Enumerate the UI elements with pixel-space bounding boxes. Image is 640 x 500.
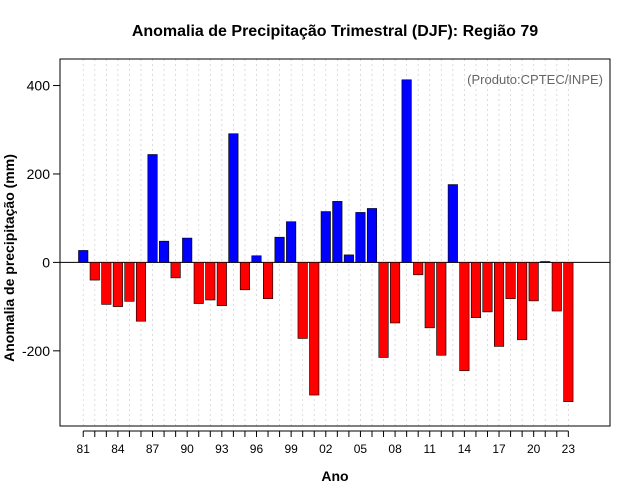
y-axis-label: Anomalia de precipitação (mm) bbox=[1, 154, 17, 362]
chart-title: Anomalia de Precipitação Trimestral (DJF… bbox=[132, 23, 538, 40]
bar-84 bbox=[112, 262, 123, 307]
bar-83 bbox=[101, 262, 112, 305]
bar-90 bbox=[182, 237, 193, 263]
bar-23 bbox=[563, 262, 574, 402]
bar-89 bbox=[170, 262, 181, 279]
x-tick-label: 23 bbox=[562, 442, 576, 456]
x-axis: 81 84 87 90 93 96 99 02 05 08 11 14 17 20 23 bbox=[77, 430, 576, 456]
x-tick-label: 87 bbox=[146, 442, 160, 456]
bar-81 bbox=[78, 250, 89, 263]
bar-15 bbox=[470, 262, 481, 318]
bar-12 bbox=[436, 262, 447, 356]
x-tick-label: 08 bbox=[388, 442, 402, 456]
bar-85 bbox=[124, 262, 135, 302]
bar-93 bbox=[216, 262, 227, 307]
bar-94 bbox=[228, 133, 239, 263]
bar-19 bbox=[517, 262, 528, 341]
bar-99 bbox=[286, 221, 297, 263]
x-tick-label: 90 bbox=[181, 442, 195, 456]
bar-02 bbox=[320, 211, 331, 263]
y-tick-label: 400 bbox=[27, 78, 51, 94]
bar-13 bbox=[447, 184, 458, 263]
x-tick-label: 11 bbox=[424, 442, 437, 456]
plot-frame bbox=[59, 58, 611, 427]
bar-00 bbox=[297, 262, 308, 339]
bar-86 bbox=[135, 262, 147, 322]
bar-03 bbox=[332, 201, 343, 263]
bar-14 bbox=[459, 262, 470, 372]
bar-06 bbox=[366, 208, 378, 263]
bar-21 bbox=[540, 261, 551, 263]
bar-01 bbox=[309, 262, 320, 396]
bar-95 bbox=[239, 262, 250, 291]
bar-04 bbox=[343, 254, 354, 263]
bar-87 bbox=[147, 154, 158, 263]
x-tick-label: 17 bbox=[492, 442, 506, 456]
credit-text: (Produto:CPTEC/INPE) bbox=[467, 72, 603, 87]
bar-09 bbox=[401, 79, 412, 263]
x-tick-label: 02 bbox=[319, 442, 333, 456]
x-tick-label: 05 bbox=[354, 442, 368, 456]
bar-18 bbox=[505, 262, 516, 299]
x-tick-label: 14 bbox=[458, 442, 472, 456]
y-tick-label: 0 bbox=[42, 254, 50, 270]
bar-22 bbox=[551, 262, 562, 312]
bar-97 bbox=[262, 262, 274, 299]
bar-91 bbox=[193, 262, 204, 304]
y-axis: -200 0 200 400 bbox=[22, 78, 60, 359]
grid bbox=[82, 59, 569, 426]
bar-11 bbox=[424, 262, 435, 329]
bars bbox=[78, 79, 574, 402]
y-tick-label: 200 bbox=[27, 166, 51, 182]
bar-16 bbox=[482, 262, 493, 313]
x-tick-label: 81 bbox=[77, 442, 91, 456]
bar-07 bbox=[378, 262, 389, 358]
x-tick-label: 99 bbox=[284, 442, 298, 456]
bar-82 bbox=[89, 262, 100, 281]
x-tick-label: 20 bbox=[527, 442, 541, 456]
bar-20 bbox=[528, 262, 539, 302]
y-tick-label: -200 bbox=[22, 343, 50, 359]
bar-98 bbox=[274, 236, 285, 263]
x-tick-label: 96 bbox=[250, 442, 264, 456]
bar-88 bbox=[159, 240, 170, 263]
x-tick-label: 84 bbox=[111, 442, 125, 456]
x-tick-label: 93 bbox=[215, 442, 229, 456]
bar-08 bbox=[390, 262, 401, 324]
x-axis-label: Ano bbox=[321, 468, 348, 484]
bar-05 bbox=[355, 212, 366, 263]
bar-92 bbox=[205, 262, 216, 301]
bar-10 bbox=[413, 262, 424, 276]
bar-17 bbox=[493, 262, 505, 347]
bar-96 bbox=[251, 255, 262, 263]
